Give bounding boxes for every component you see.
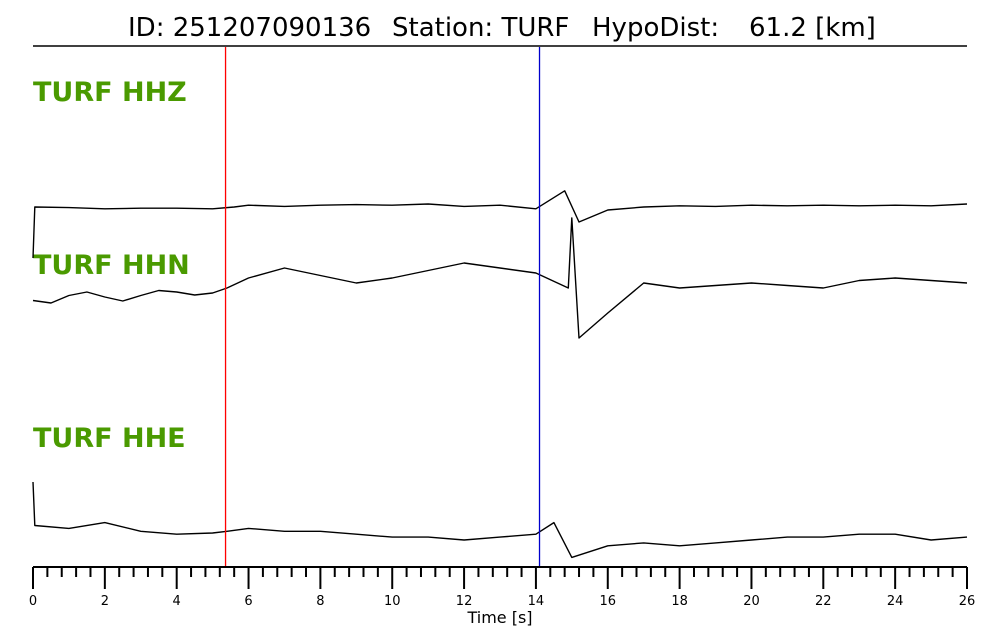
x-tick-label: 16	[599, 594, 616, 609]
channel-label-hhz: TURF HHZ	[33, 77, 187, 108]
x-tick-label: 24	[887, 594, 904, 609]
trace-turf-hhe	[32, 481, 968, 559]
hypo-dist-label: HypoDist:	[592, 13, 719, 43]
channel-label-hhe: TURF HHE	[33, 423, 186, 454]
title-bar: ID: 251207090136 Station: TURF HypoDist:…	[128, 13, 876, 43]
x-tick-label: 0	[29, 594, 37, 609]
x-tick-label: 2	[101, 594, 109, 609]
x-tick-label: 26	[959, 594, 976, 609]
event-id: ID: 251207090136	[128, 13, 371, 43]
x-tick-label: 20	[743, 594, 760, 609]
waveform-traces	[32, 190, 968, 559]
x-tick-label: 14	[528, 594, 545, 609]
trace-turf-hhz	[32, 190, 968, 259]
hypo-dist-value: 61.2 [km]	[749, 13, 876, 43]
x-tick-label: 18	[671, 594, 688, 609]
phase-picks	[224, 47, 541, 567]
x-tick-label: 8	[316, 594, 324, 609]
channel-label-hhn: TURF HHN	[33, 250, 190, 281]
station-name: Station: TURF	[392, 13, 569, 43]
x-tick-label: 6	[244, 594, 252, 609]
x-tick-label: 12	[456, 594, 473, 609]
time-axis: 0 2 4 6 8 10 12 14 16 18 20 22 24 26	[29, 566, 976, 609]
x-tick-label: 4	[173, 594, 181, 609]
trace-turf-hhn	[32, 217, 968, 339]
x-tick-label: 10	[384, 594, 401, 609]
x-axis-label: Time [s]	[466, 608, 532, 627]
x-tick-label: 22	[815, 594, 832, 609]
